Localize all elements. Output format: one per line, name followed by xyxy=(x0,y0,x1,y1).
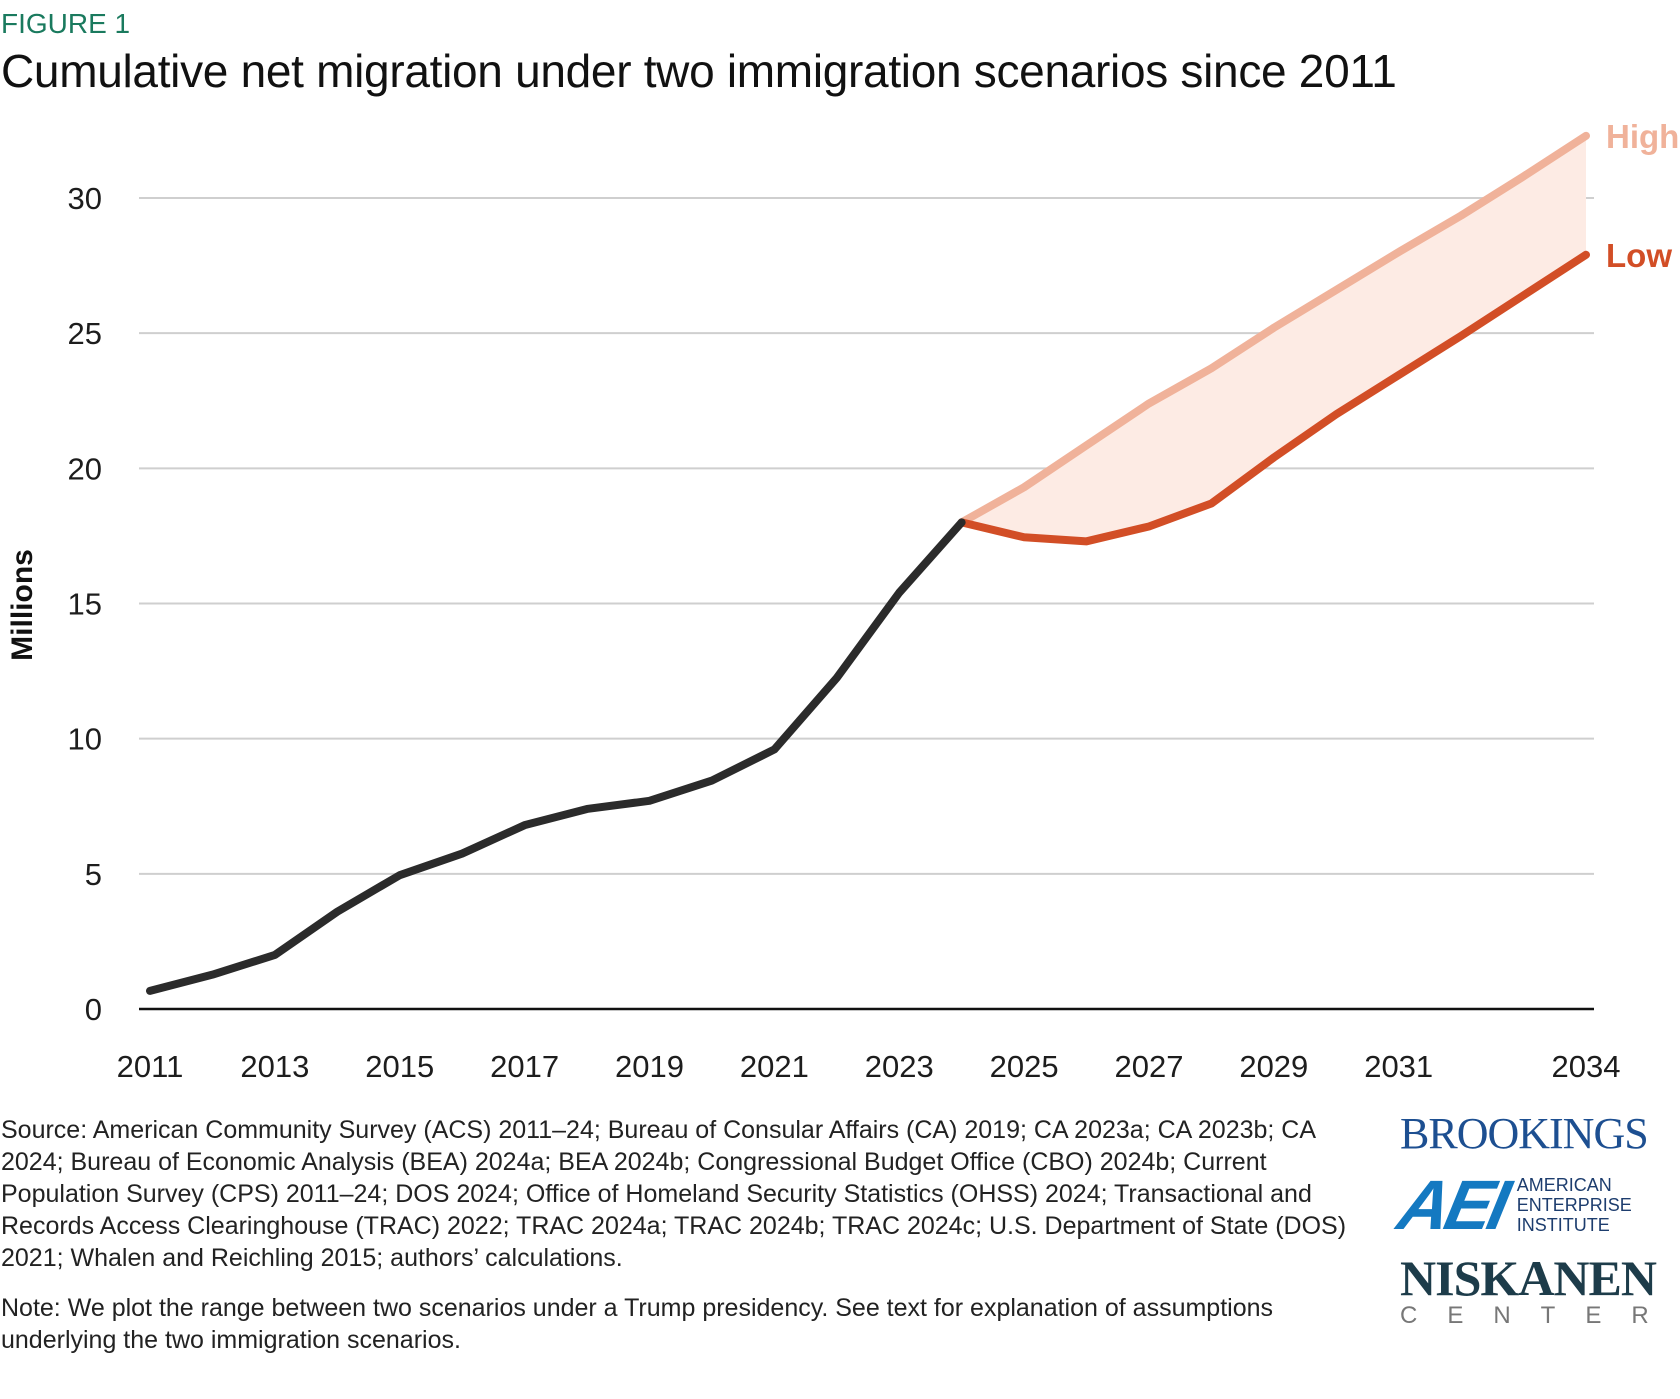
x-tick-label: 2021 xyxy=(740,1049,809,1084)
aei-text-line: AMERICAN xyxy=(1516,1175,1612,1195)
figure-label: FIGURE 1 xyxy=(1,8,131,39)
brookings-logo: BROOKINGS xyxy=(1400,1109,1649,1158)
y-tick-label: 20 xyxy=(68,451,102,486)
x-tick-label: 2011 xyxy=(117,1049,184,1084)
x-tick-label: 2019 xyxy=(615,1049,684,1084)
x-tick-label: 2017 xyxy=(490,1049,559,1084)
aei-text-line: INSTITUTE xyxy=(1516,1215,1610,1235)
x-tick-label: 2034 xyxy=(1552,1049,1621,1084)
gridlines xyxy=(139,197,1594,1011)
x-tick-labels: 2011 2013 2015 2017 2019 2021 2023 2025 2027 2029… xyxy=(117,1049,1621,1084)
y-tick-labels: 0 5 10 15 20 25 30 xyxy=(68,181,102,1027)
historical-line xyxy=(146,518,966,995)
x-tick-label: 2015 xyxy=(365,1049,434,1084)
niskanen-logo: NISKANEN xyxy=(1400,1250,1657,1306)
aei-logo: AEI AMERICAN ENTERPRISE INSTITUTE xyxy=(1392,1165,1680,1245)
x-tick-label: 2031 xyxy=(1364,1049,1433,1084)
aei-text-line: ENTERPRISE xyxy=(1516,1195,1632,1215)
high-scenario-line xyxy=(957,131,1590,527)
source-note: Source: American Community Survey (ACS) … xyxy=(1,1116,1347,1272)
y-axis-label: Millions xyxy=(6,549,39,661)
y-tick-label: 10 xyxy=(68,722,102,757)
aei-text: AMERICAN ENTERPRISE INSTITUTE xyxy=(1517,1175,1632,1235)
y-tick-label: 15 xyxy=(68,587,102,622)
logos: BROOKINGS AEI AMERICAN ENTERPRISE INSTIT… xyxy=(1392,1108,1680,1329)
y-tick-label: 30 xyxy=(68,181,102,216)
y-tick-label: 25 xyxy=(68,316,102,351)
low-scenario-line xyxy=(957,250,1590,546)
x-tick-label: 2025 xyxy=(990,1049,1059,1084)
y-tick-label: 5 xyxy=(85,857,102,892)
aei-mark: AEI xyxy=(1391,1166,1513,1244)
x-tick-label: 2023 xyxy=(865,1049,934,1084)
x-tick-label: 2029 xyxy=(1239,1049,1308,1084)
footnote: Note: We plot the range between two scen… xyxy=(1,1294,1274,1354)
x-tick-label: 2013 xyxy=(240,1049,309,1084)
niskanen-center-text: CENTER xyxy=(1400,1302,1679,1329)
y-tick-label: 0 xyxy=(85,992,102,1027)
x-tick-label: 2027 xyxy=(1114,1049,1183,1084)
chart-title: Cumulative net migration under two immig… xyxy=(1,45,1397,97)
high-series-label: High xyxy=(1606,118,1679,155)
low-series-label: Low xyxy=(1606,237,1672,274)
